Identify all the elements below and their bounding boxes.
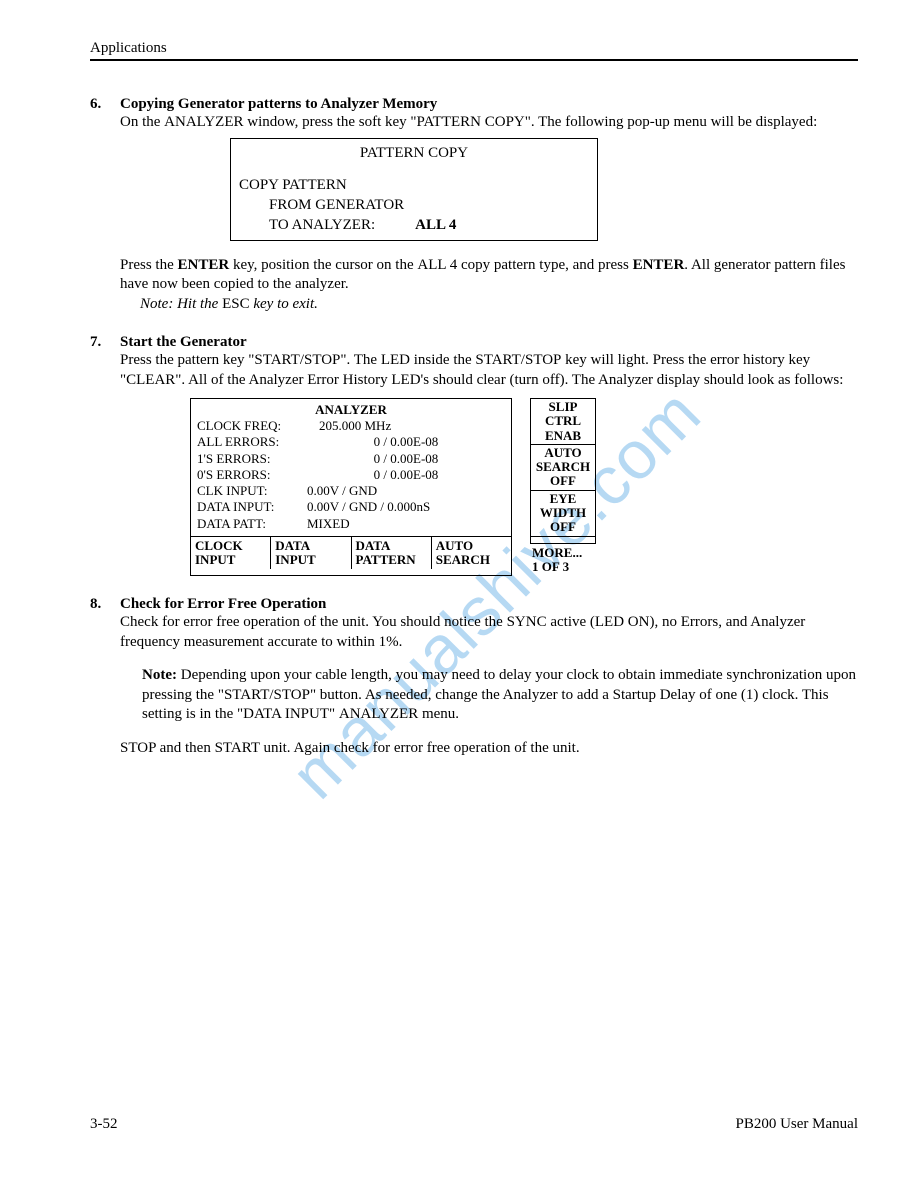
section-8-p2: STOP and then START unit. Again check fo… — [120, 739, 858, 759]
popup-line3: TO ANALYZER: ALL 4 — [239, 215, 589, 235]
section-8-title: Check for Error Free Operation — [120, 596, 858, 613]
analyzer-title: ANALYZER — [197, 402, 505, 418]
page-number: 3-52 — [90, 1116, 118, 1133]
section-7-num: 7. — [90, 334, 120, 351]
section-8: 8. Check for Error Free Operation Check … — [90, 596, 858, 758]
page-header: Applications — [90, 40, 858, 61]
section-6-p2: Press the ENTER key, position the cursor… — [120, 256, 858, 295]
section-6-num: 6. — [90, 96, 120, 113]
section-7-p1: Press the pattern key "START/STOP". The … — [120, 351, 858, 390]
section-6: 6. Copying Generator patterns to Analyze… — [90, 96, 858, 314]
pattern-copy-popup: PATTERN COPY COPY PATTERN FROM GENERATOR… — [230, 138, 598, 241]
section-7: 7. Start the Generator Press the pattern… — [90, 334, 858, 576]
section-8-p1: Check for error free operation of the un… — [120, 613, 858, 652]
section-7-title: Start the Generator — [120, 334, 858, 351]
page-footer: 3-52 PB200 User Manual — [90, 1116, 858, 1133]
section-8-note: Note: Depending upon your cable length, … — [142, 666, 858, 725]
popup-line1: COPY PATTERN — [239, 175, 589, 195]
section-8-num: 8. — [90, 596, 120, 613]
section-6-p1: On the ANALYZER window, press the soft k… — [120, 113, 858, 133]
analyzer-display: ANALYZER CLOCK FREQ:205.000 MHz ALL ERRO… — [190, 398, 858, 576]
section-6-title: Copying Generator patterns to Analyzer M… — [120, 96, 858, 113]
section-6-note: Note: Hit the ESC key to exit. — [140, 295, 858, 315]
popup-line2: FROM GENERATOR — [239, 195, 589, 215]
manual-title: PB200 User Manual — [736, 1116, 859, 1133]
popup-title: PATTERN COPY — [239, 143, 589, 163]
